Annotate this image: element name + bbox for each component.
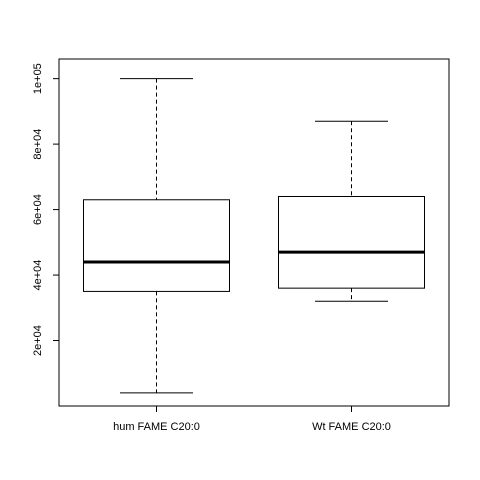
x-tick-label-0: hum FAME C20:0 bbox=[113, 421, 200, 433]
y-tick-label-1: 4e+04 bbox=[32, 260, 44, 291]
y-tick-label-4: 1e+05 bbox=[32, 63, 44, 94]
box-group-0 bbox=[83, 78, 230, 394]
x-tick-label-1: Wt FAME C20:0 bbox=[312, 421, 391, 433]
x-axis: hum FAME C20:0 Wt FAME C20:0 bbox=[113, 405, 391, 433]
box-0 bbox=[83, 199, 230, 292]
boxes bbox=[83, 78, 425, 394]
box-1 bbox=[278, 195, 425, 289]
y-axis: 2e+04 4e+04 6e+04 8e+04 1e+05 bbox=[32, 63, 60, 356]
y-tick-label-3: 8e+04 bbox=[32, 129, 44, 160]
box-group-1 bbox=[278, 120, 425, 302]
y-tick-label-2: 6e+04 bbox=[32, 194, 44, 225]
y-tick-label-0: 2e+04 bbox=[32, 325, 44, 356]
